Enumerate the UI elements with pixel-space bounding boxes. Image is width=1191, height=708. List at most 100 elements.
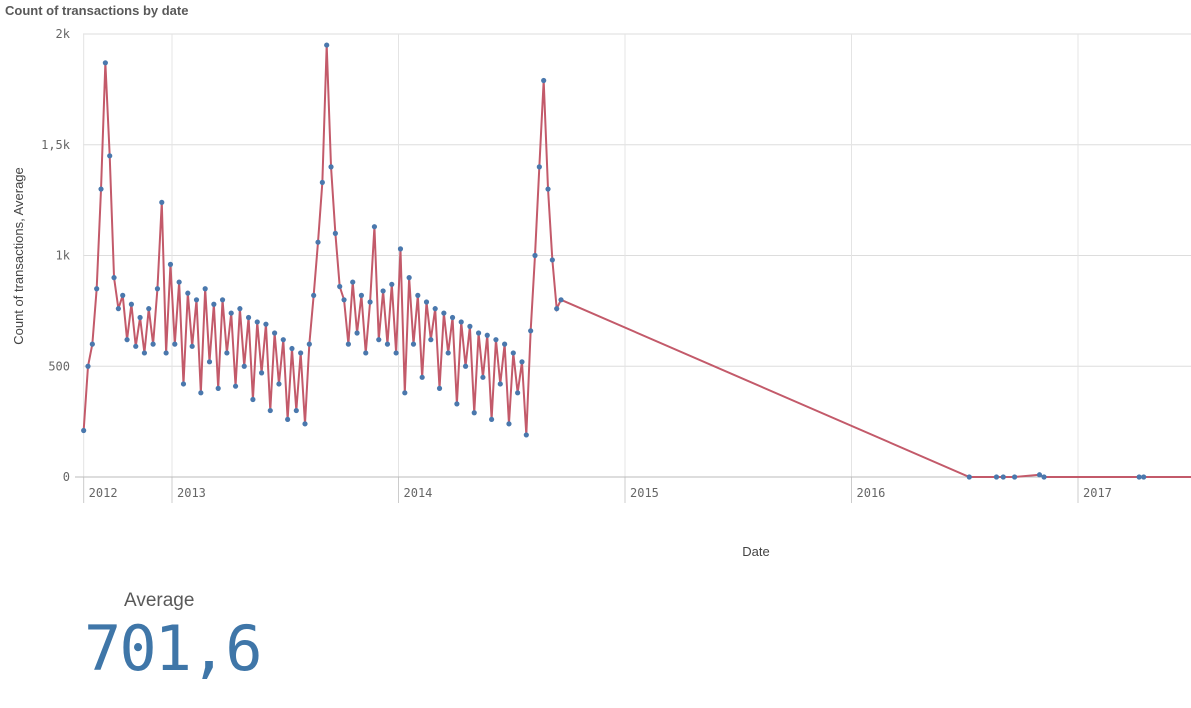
data-point <box>397 246 404 252</box>
data-point <box>298 350 304 356</box>
data-point <box>1141 474 1147 480</box>
data-point <box>293 407 299 414</box>
data-point <box>523 432 529 438</box>
data-point <box>380 288 386 294</box>
kpi-label: Average <box>124 590 195 611</box>
data-point <box>167 261 174 267</box>
data-point <box>133 343 139 349</box>
data-point <box>1041 474 1047 480</box>
data-point <box>489 416 495 423</box>
data-point <box>389 281 395 287</box>
data-point <box>319 179 325 186</box>
data-point <box>419 374 425 380</box>
data-point <box>228 310 234 316</box>
data-point <box>115 306 121 312</box>
data-point <box>415 292 421 298</box>
data-point <box>215 385 221 391</box>
data-point <box>250 396 256 403</box>
data-point <box>462 363 469 369</box>
x-tick-label: 2015 <box>630 486 659 500</box>
data-point <box>436 385 443 391</box>
data-point <box>280 337 286 343</box>
data-point <box>1000 474 1006 480</box>
data-point <box>245 314 252 321</box>
data-point <box>176 279 182 285</box>
data-point <box>350 279 356 285</box>
data-point <box>107 153 113 159</box>
data-point <box>441 310 447 316</box>
data-point <box>341 297 347 303</box>
data-point <box>172 341 178 347</box>
data-point <box>263 321 269 327</box>
y-tick-label: 1k <box>56 249 71 263</box>
series-line <box>82 45 1191 478</box>
data-point <box>528 328 534 334</box>
data-point <box>111 275 117 281</box>
data-point <box>545 186 551 192</box>
data-point <box>289 345 295 352</box>
data-point <box>402 390 408 396</box>
data-point <box>510 350 516 356</box>
data-point <box>363 350 369 356</box>
data-point <box>519 359 525 365</box>
x-tick-label: 2016 <box>857 486 886 500</box>
line-chart[interactable]: 0 500 1k 1,5k 2k 2012 2013 2014 2015 2016 2017 Date… <box>0 0 1191 570</box>
data-point <box>276 381 282 387</box>
x-axis-title: Date <box>742 544 769 559</box>
data-point <box>475 330 482 336</box>
data-point <box>306 341 312 347</box>
data-point <box>1036 472 1043 478</box>
data-point <box>89 341 95 347</box>
data-point <box>554 306 560 312</box>
data-point <box>137 314 143 321</box>
data-point <box>180 381 187 387</box>
y-tick-label: 500 <box>48 359 70 373</box>
data-point <box>1136 474 1142 480</box>
data-point <box>254 319 260 325</box>
y-tick-label: 0 <box>63 470 70 484</box>
data-point <box>159 199 165 205</box>
kpi-value: 701,6 <box>84 612 263 685</box>
data-point <box>345 341 351 347</box>
data-point <box>393 350 399 356</box>
data-point <box>311 292 317 298</box>
data-point <box>428 337 434 343</box>
data-point <box>471 410 477 416</box>
data-point <box>141 350 148 356</box>
data-point <box>163 350 169 356</box>
data-point <box>232 383 239 389</box>
data-point <box>410 341 417 347</box>
data-point <box>502 341 508 347</box>
data-point <box>506 421 512 427</box>
data-point <box>549 257 555 263</box>
data-point <box>354 330 360 336</box>
data-point <box>536 164 542 170</box>
data-point <box>376 337 382 343</box>
data-point <box>285 416 291 423</box>
data-point <box>371 224 378 230</box>
data-point <box>315 239 321 245</box>
data-point <box>445 350 451 356</box>
data-point <box>423 299 430 305</box>
data-point <box>85 363 91 369</box>
data-point <box>406 275 412 281</box>
data-point <box>150 341 156 347</box>
data-point <box>267 407 273 414</box>
data-point <box>367 299 373 305</box>
data-point <box>541 77 547 84</box>
data-point <box>497 381 503 387</box>
data-point <box>206 359 213 365</box>
data-point <box>94 286 100 292</box>
data-point <box>120 292 126 298</box>
data-point <box>258 370 265 376</box>
data-point <box>324 42 330 48</box>
data-point <box>358 292 365 298</box>
data-point <box>211 301 217 307</box>
data-point <box>432 306 438 312</box>
data-point <box>332 230 338 236</box>
data-point <box>384 341 391 347</box>
data-point <box>124 337 130 343</box>
data-point <box>98 186 104 192</box>
data-point <box>198 390 204 396</box>
data-point <box>241 363 247 369</box>
